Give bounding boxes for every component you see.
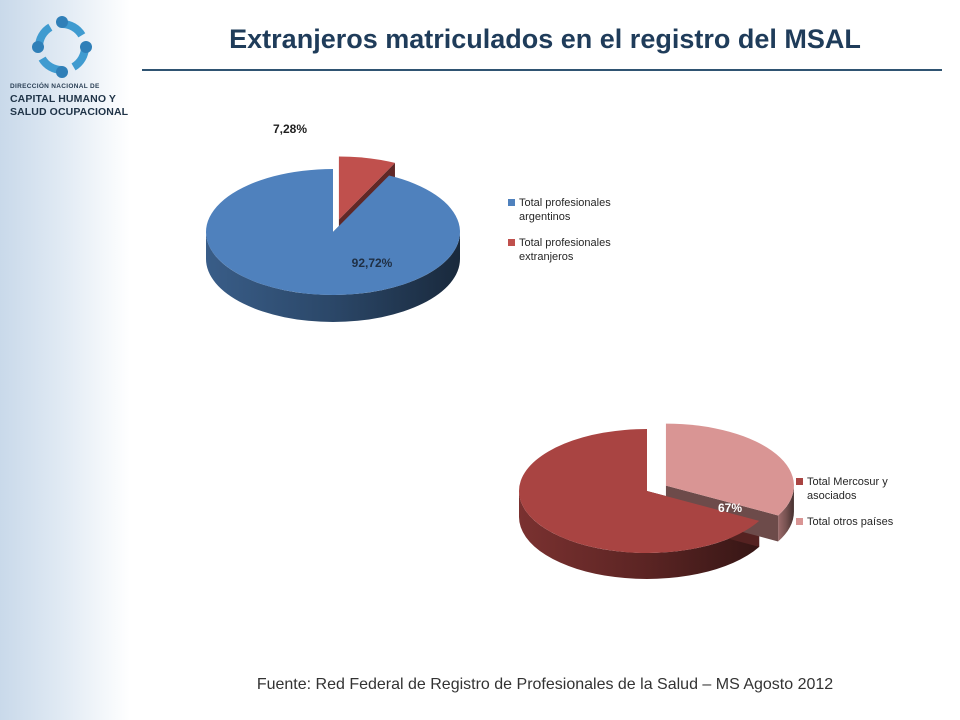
slice-value-label: 7,28% — [273, 122, 307, 136]
org-name-line1: DIRECCIÓN NACIONAL DE — [10, 83, 100, 90]
legend-label: Total profesionales — [519, 237, 611, 249]
pie-chart-2: 67% 33% Total Mercosur y asociados Total otr… — [518, 423, 894, 579]
legend-label: asociados — [807, 490, 857, 502]
legend-swatch — [796, 478, 803, 485]
source-note: Fuente: Red Federal de Registro de Profe… — [256, 676, 834, 693]
slice-value-label: 67% — [718, 501, 742, 515]
sidebar-band: DIRECCIÓN NACIONAL DE CAPITAL HUMANO Y S… — [0, 0, 130, 720]
pie-slice-1 — [206, 169, 460, 295]
legend-label: Total Mercosur y — [807, 476, 888, 488]
pie-slice-1 — [519, 429, 760, 553]
title-divider — [142, 69, 942, 71]
pie-slice-wall — [206, 232, 460, 322]
chart-legend: Total Mercosur y asociados Total otros paí… — [796, 476, 894, 528]
slice-value-label: 92,72% — [352, 256, 393, 270]
organization-logo-icon — [32, 16, 92, 78]
pie-slice-wall — [778, 485, 794, 542]
chart-legend: Total profesionales argentinos Total profe… — [508, 197, 611, 263]
pie-slice-2 — [338, 156, 395, 220]
legend-swatch — [508, 199, 515, 206]
legend-label: Total profesionales — [519, 197, 611, 209]
legend-label: argentinos — [519, 211, 571, 223]
legend-swatch — [796, 518, 803, 525]
legend-swatch — [508, 239, 515, 246]
legend-label: Total otros países — [807, 516, 894, 528]
page-title: Extranjeros matriculados en el registro … — [229, 24, 861, 54]
org-name-line3: SALUD OCUPACIONAL — [10, 106, 129, 118]
pie-slice-wall — [519, 491, 760, 579]
legend-label: extranjeros — [519, 251, 574, 263]
pie-chart-1: 92,72% 7,28% Total profesionales argentinos… — [206, 122, 611, 322]
pie-slice-2 — [665, 423, 794, 516]
slice-value-label: 33% — [518, 432, 542, 446]
org-name-line2: CAPITAL HUMANO Y — [10, 93, 117, 105]
